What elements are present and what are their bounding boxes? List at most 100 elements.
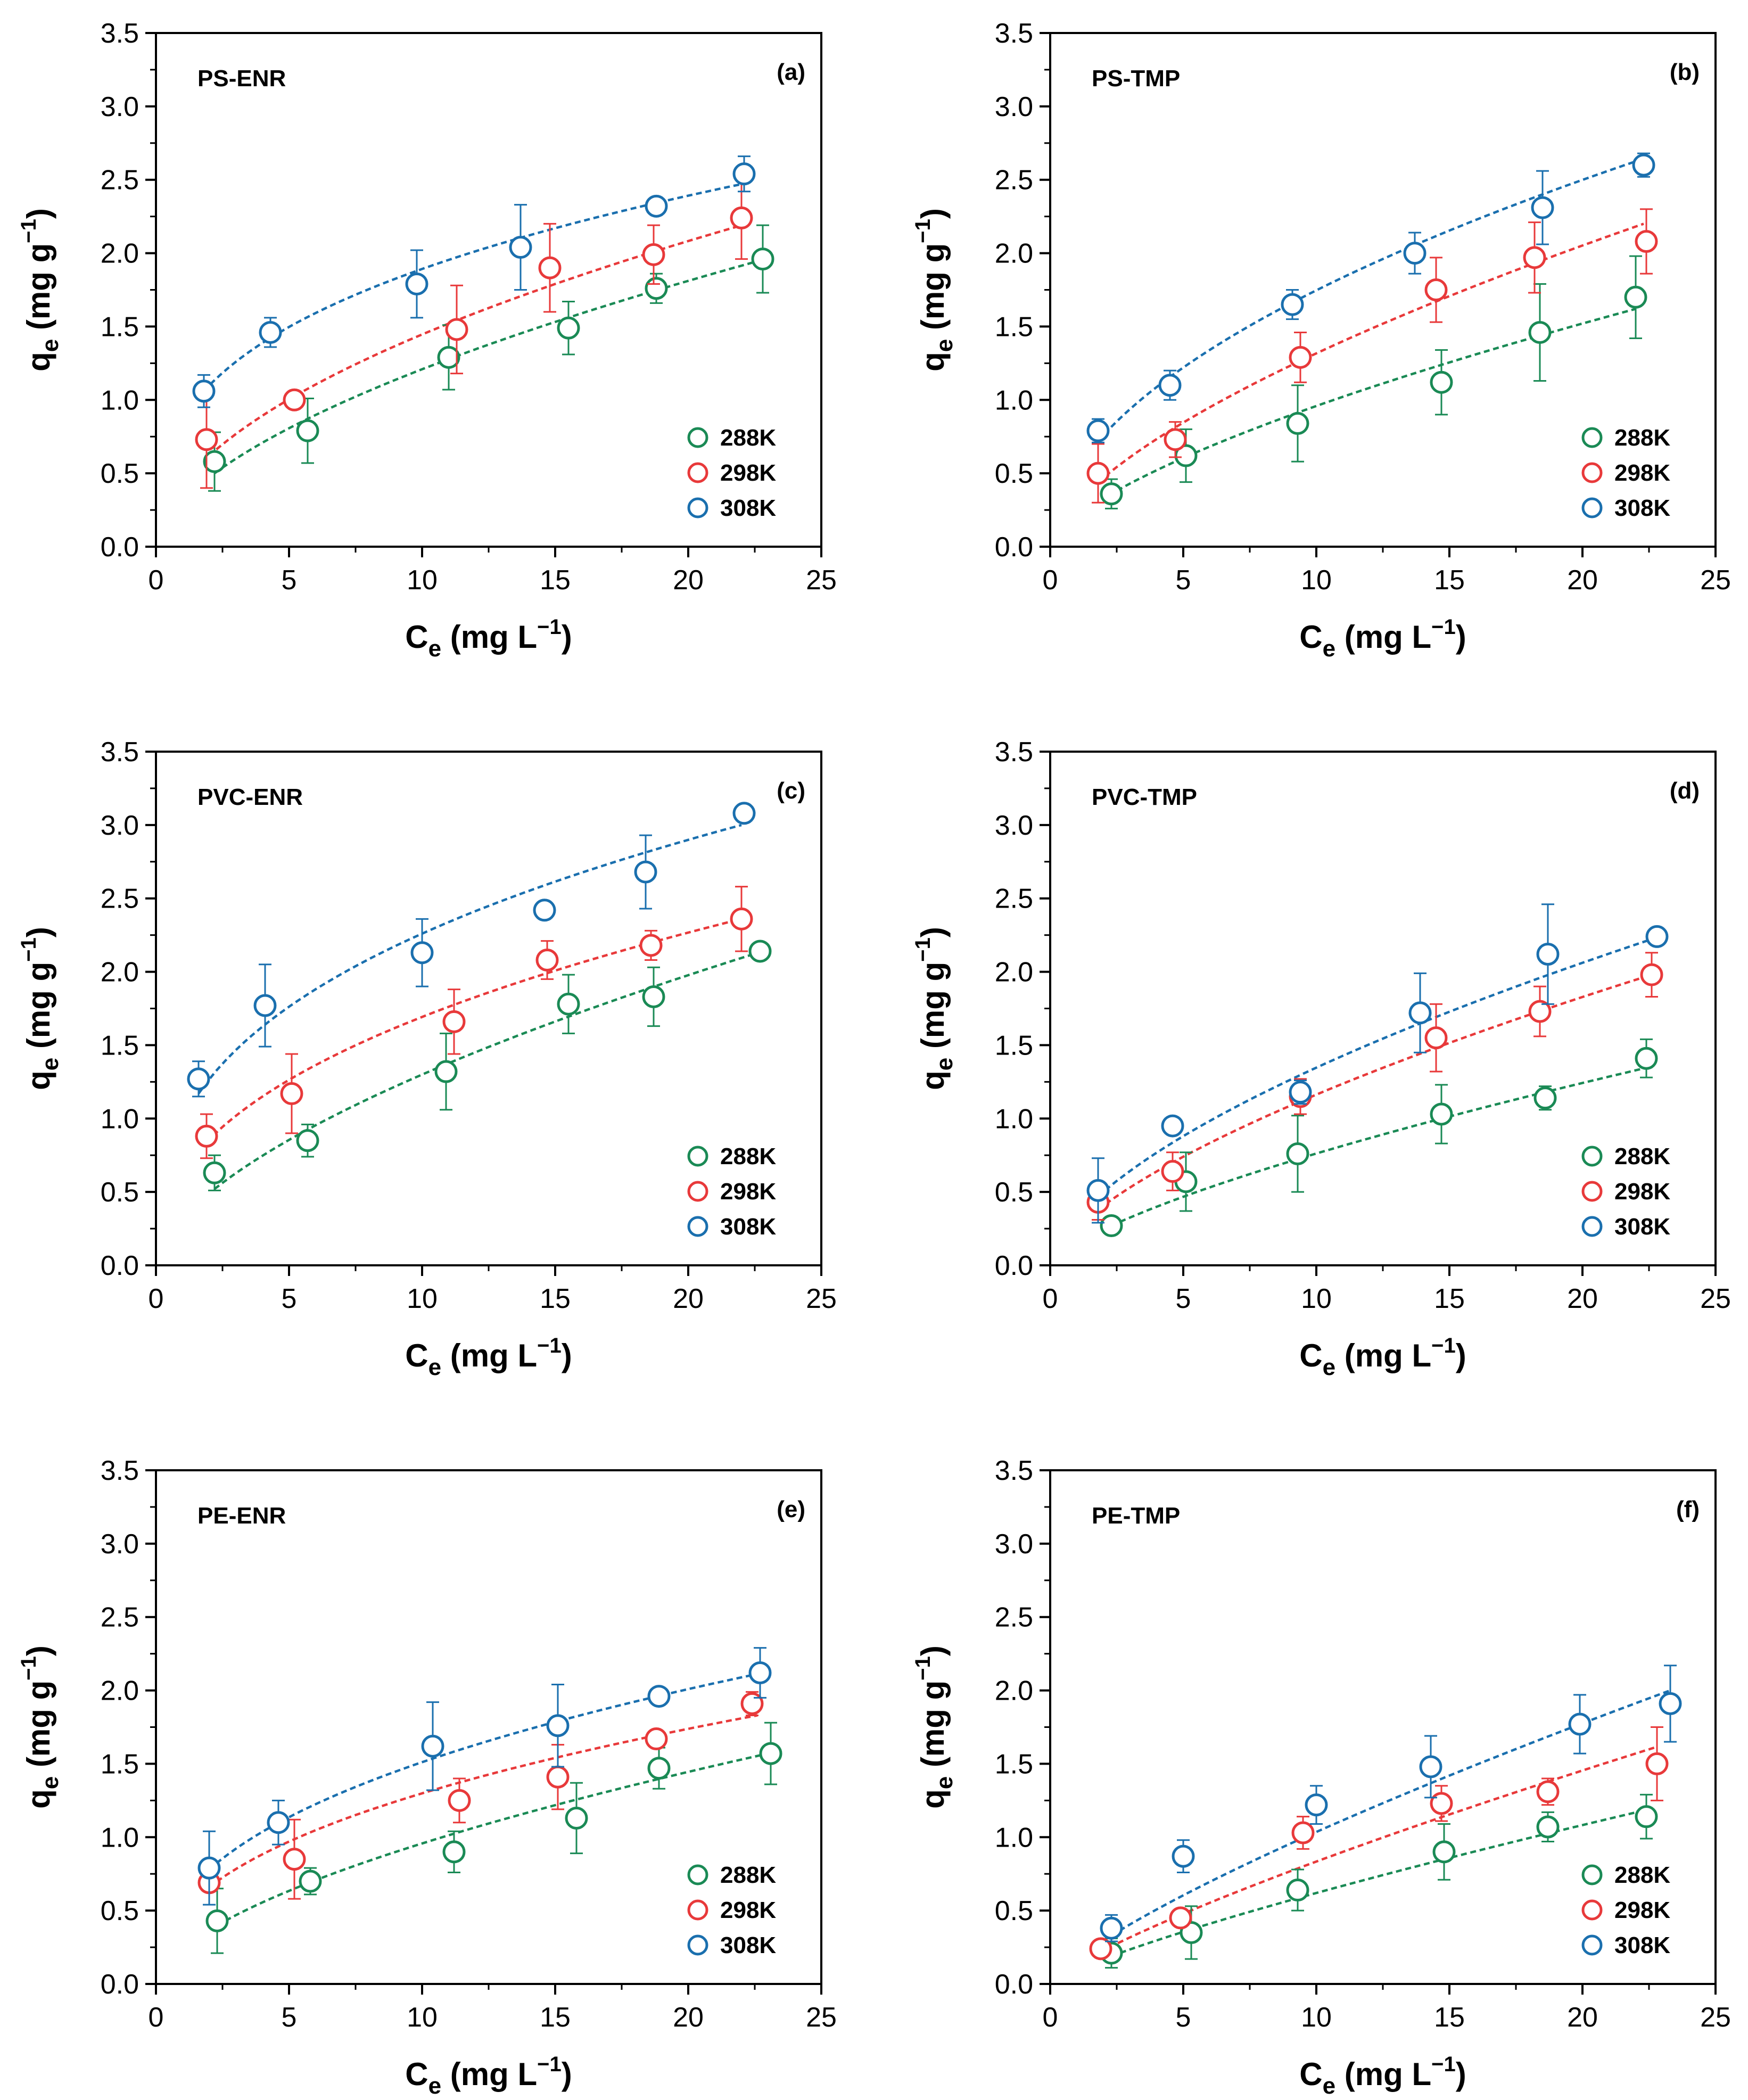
data-point-308K-2 — [1281, 293, 1304, 316]
data-point-308K-1 — [1172, 1844, 1195, 1868]
y-tick-label: 1.0 — [101, 385, 139, 416]
data-point-298K-5 — [740, 1692, 764, 1715]
data-point-298K-1 — [1161, 1160, 1184, 1183]
fit-curve-288K — [213, 259, 761, 474]
data-point-288K-0 — [203, 450, 226, 473]
data-point-288K-5 — [751, 248, 774, 271]
x-tick-label: 15 — [1434, 1283, 1465, 1314]
data-point-308K-0 — [192, 380, 216, 403]
y-tick-label: 3.0 — [101, 810, 139, 841]
fit-curve-288K — [1111, 1808, 1650, 1957]
data-point-308K-4 — [1531, 196, 1554, 219]
y-tick-label: 3.5 — [995, 737, 1033, 768]
data-point-288K-5 — [1635, 1805, 1658, 1829]
data-point-308K-1 — [1158, 374, 1182, 397]
y-axis-label: qe (mg g−1) — [17, 208, 63, 372]
data-point-308K-0 — [1086, 419, 1110, 442]
data-point-298K-4 — [1523, 246, 1546, 269]
y-tick-label: 2.5 — [101, 165, 139, 196]
legend-marker-308K — [1581, 1934, 1603, 1956]
data-point-308K-5 — [1645, 925, 1669, 948]
x-tick-label: 25 — [806, 2002, 837, 2033]
legend-marker-298K — [687, 462, 708, 483]
panel-tag: (e) — [777, 1496, 805, 1522]
y-tick-label: 2.0 — [995, 238, 1033, 269]
data-point-288K-4 — [1533, 1086, 1557, 1110]
x-tick-label: 20 — [1567, 2002, 1598, 2033]
data-point-298K-3 — [1424, 278, 1448, 301]
data-point-308K-4 — [1536, 942, 1560, 966]
y-tick-label: 0.0 — [995, 1250, 1033, 1281]
data-point-308K-0 — [1100, 1916, 1123, 1940]
data-point-308K-5 — [732, 802, 756, 825]
data-point-298K-1 — [283, 1848, 306, 1871]
fit-curve-288K — [1108, 308, 1636, 497]
y-tick-label: 0.5 — [101, 1177, 139, 1208]
data-point-288K-5 — [1624, 285, 1647, 309]
data-point-308K-3 — [546, 1714, 570, 1737]
x-tick-label: 15 — [540, 2002, 571, 2033]
y-tick-label: 3.0 — [995, 1529, 1033, 1560]
data-point-308K-1 — [267, 1811, 290, 1834]
y-tick-label: 2.0 — [995, 957, 1033, 988]
panel-title: PE-TMP — [1092, 1503, 1180, 1529]
data-point-288K-3 — [1430, 370, 1453, 394]
x-tick-label: 5 — [282, 565, 297, 596]
x-tick-label: 25 — [1700, 1283, 1731, 1314]
x-axis-label: Ce (mg L−1) — [1299, 2053, 1466, 2099]
x-tick-label: 0 — [1043, 565, 1058, 596]
y-tick-label: 3.5 — [101, 1455, 139, 1486]
y-axis-label: qe (mg g−1) — [911, 208, 958, 372]
data-point-298K-1 — [1164, 428, 1187, 451]
legend-marker-288K — [1581, 427, 1603, 448]
x-tick-label: 20 — [1567, 1283, 1598, 1314]
legend-marker-298K — [1581, 462, 1603, 483]
x-tick-label: 20 — [673, 565, 704, 596]
data-point-308K-3 — [1408, 1001, 1432, 1025]
legend-label-308K: 308K — [1614, 495, 1670, 521]
data-point-298K-4 — [1528, 1000, 1552, 1023]
data-point-288K-4 — [1528, 320, 1552, 344]
data-point-308K-5 — [1632, 153, 1655, 177]
y-tick-label: 1.5 — [101, 1749, 139, 1780]
legend-marker-308K — [687, 497, 708, 518]
legend-marker-298K — [687, 1181, 708, 1202]
data-point-298K-3 — [538, 256, 562, 279]
x-tick-label: 10 — [1301, 2002, 1332, 2033]
legend-label-298K: 298K — [1614, 1179, 1670, 1205]
data-point-298K-5 — [1645, 1752, 1669, 1775]
x-tick-label: 5 — [282, 2002, 297, 2033]
data-point-308K-2 — [1305, 1793, 1328, 1817]
y-tick-label: 0.0 — [101, 1969, 139, 2000]
data-point-298K-0 — [195, 428, 218, 451]
y-tick-label: 3.5 — [101, 737, 139, 768]
data-point-308K-4 — [647, 1685, 671, 1708]
data-point-308K-2 — [421, 1734, 444, 1758]
fit-curve-298K — [205, 918, 742, 1143]
fit-curve-288K — [213, 950, 763, 1190]
data-point-298K-4 — [639, 934, 663, 957]
data-point-308K-4 — [645, 194, 668, 218]
legend-marker-308K — [687, 1934, 708, 1956]
legend-marker-308K — [1581, 497, 1603, 518]
panel-title: PS-ENR — [197, 65, 286, 92]
fit-curve-308K — [1097, 157, 1647, 442]
y-tick-label: 2.5 — [995, 165, 1033, 196]
legend-label-308K: 308K — [720, 1214, 776, 1240]
y-tick-label: 3.5 — [995, 18, 1033, 49]
panel-tag: (a) — [777, 59, 805, 85]
data-point-298K-2 — [442, 1010, 466, 1033]
data-point-308K-4 — [634, 860, 657, 884]
x-tick-label: 20 — [1567, 565, 1598, 596]
data-point-308K-5 — [748, 1661, 772, 1684]
x-tick-label: 0 — [149, 1283, 164, 1314]
data-point-288K-5 — [759, 1742, 782, 1765]
legend-label-298K: 298K — [720, 1179, 776, 1205]
data-point-308K-0 — [1086, 1179, 1110, 1202]
data-point-288K-3 — [1432, 1840, 1456, 1864]
data-point-288K-4 — [1536, 1815, 1560, 1839]
data-point-298K-2 — [1289, 345, 1312, 369]
legend-label-308K: 308K — [720, 1932, 776, 1958]
x-tick-label: 5 — [282, 1283, 297, 1314]
